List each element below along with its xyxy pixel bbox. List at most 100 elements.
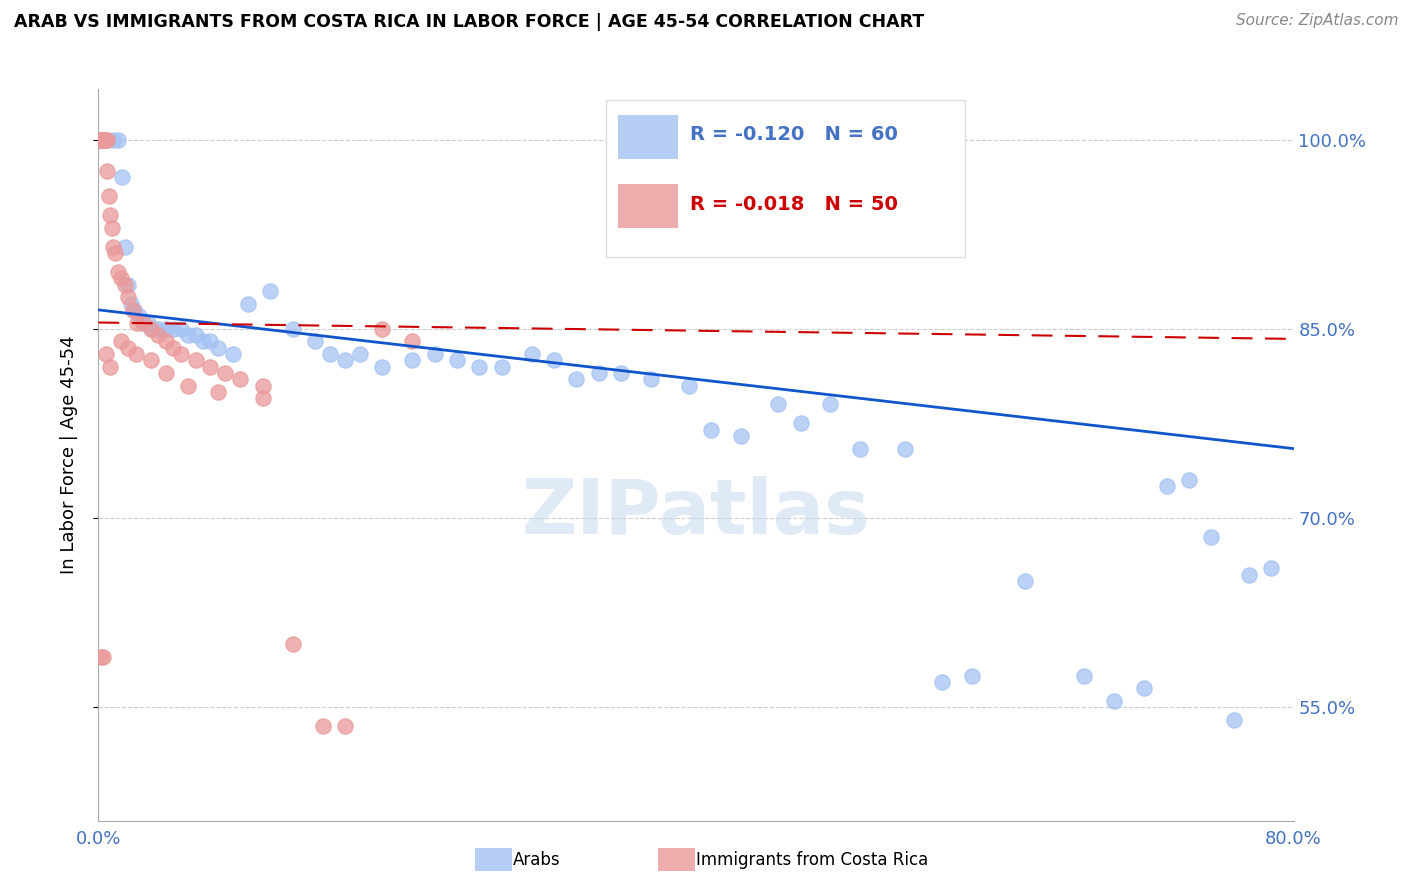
Point xyxy=(101,221,124,235)
Point xyxy=(191,334,214,349)
Point xyxy=(132,316,155,330)
Point xyxy=(349,347,371,361)
Point xyxy=(94,133,117,147)
Point xyxy=(91,133,114,147)
Point xyxy=(820,397,842,411)
Point xyxy=(1237,567,1260,582)
Point xyxy=(114,240,136,254)
Point xyxy=(121,302,143,317)
Point xyxy=(89,133,111,147)
Text: Source: ZipAtlas.com: Source: ZipAtlas.com xyxy=(1236,13,1399,29)
Point xyxy=(125,347,148,361)
Point xyxy=(132,316,155,330)
Point xyxy=(94,133,117,147)
Point xyxy=(155,366,177,380)
Point xyxy=(423,347,446,361)
Point xyxy=(207,384,229,399)
Point xyxy=(90,649,112,664)
Point xyxy=(1260,561,1282,575)
Point xyxy=(104,246,127,260)
Point xyxy=(401,334,423,349)
Point xyxy=(148,322,170,336)
Point xyxy=(304,334,326,349)
Point xyxy=(259,284,281,298)
Point xyxy=(1014,574,1036,588)
Point xyxy=(139,353,162,368)
Point xyxy=(177,328,200,343)
Point xyxy=(931,674,953,689)
Point xyxy=(281,322,304,336)
FancyBboxPatch shape xyxy=(619,185,678,228)
Point xyxy=(1073,668,1095,682)
Point xyxy=(1178,473,1201,487)
Point xyxy=(114,277,136,292)
Point xyxy=(103,240,125,254)
Point xyxy=(610,366,633,380)
Point xyxy=(588,366,610,380)
Point xyxy=(110,271,132,285)
Point xyxy=(124,302,146,317)
Point xyxy=(640,372,662,386)
Point xyxy=(894,442,917,456)
Point xyxy=(91,133,114,147)
Text: R = -0.018   N = 50: R = -0.018 N = 50 xyxy=(690,195,898,214)
Point xyxy=(200,359,222,374)
Point xyxy=(1222,713,1246,727)
Point xyxy=(468,359,491,374)
Point xyxy=(155,334,177,349)
Point xyxy=(229,372,252,386)
Point xyxy=(100,359,122,374)
Point xyxy=(177,378,200,392)
Point xyxy=(184,353,207,368)
Point xyxy=(117,277,139,292)
Point xyxy=(207,341,229,355)
Point xyxy=(789,417,811,431)
Point xyxy=(200,334,222,349)
Point xyxy=(141,322,163,336)
FancyBboxPatch shape xyxy=(619,115,678,159)
FancyBboxPatch shape xyxy=(606,100,965,258)
Point xyxy=(91,649,114,664)
Text: Arabs: Arabs xyxy=(513,851,561,869)
Point xyxy=(96,164,118,178)
Point xyxy=(214,366,236,380)
Point xyxy=(678,378,700,392)
Point xyxy=(148,328,170,343)
Point xyxy=(849,442,872,456)
Point xyxy=(319,347,342,361)
Point xyxy=(520,347,543,361)
Point xyxy=(103,133,125,147)
Point xyxy=(311,719,333,733)
Point xyxy=(117,341,139,355)
Point xyxy=(236,296,259,310)
Point xyxy=(139,322,162,336)
Text: ZIPatlas: ZIPatlas xyxy=(522,476,870,550)
Point xyxy=(155,322,177,336)
Point xyxy=(1133,681,1156,696)
Point xyxy=(1156,479,1178,493)
Point xyxy=(107,133,129,147)
Text: R = -0.120   N = 60: R = -0.120 N = 60 xyxy=(690,125,898,144)
Point xyxy=(222,347,245,361)
Point xyxy=(107,265,129,279)
Point xyxy=(90,133,112,147)
Point xyxy=(401,353,423,368)
Text: ARAB VS IMMIGRANTS FROM COSTA RICA IN LABOR FORCE | AGE 45-54 CORRELATION CHART: ARAB VS IMMIGRANTS FROM COSTA RICA IN LA… xyxy=(14,13,924,31)
Point xyxy=(97,189,120,203)
Point xyxy=(93,133,115,147)
Point xyxy=(127,316,149,330)
Point xyxy=(94,347,117,361)
Point xyxy=(491,359,513,374)
Point xyxy=(90,133,112,147)
Point xyxy=(100,208,122,222)
Point xyxy=(333,353,356,368)
Point xyxy=(111,170,134,185)
Point xyxy=(120,296,142,310)
Point xyxy=(136,316,159,330)
Point xyxy=(169,322,191,336)
Point xyxy=(1102,694,1125,708)
Point xyxy=(162,341,184,355)
Text: Immigrants from Costa Rica: Immigrants from Costa Rica xyxy=(696,851,928,869)
Point xyxy=(371,322,394,336)
Point xyxy=(766,397,789,411)
